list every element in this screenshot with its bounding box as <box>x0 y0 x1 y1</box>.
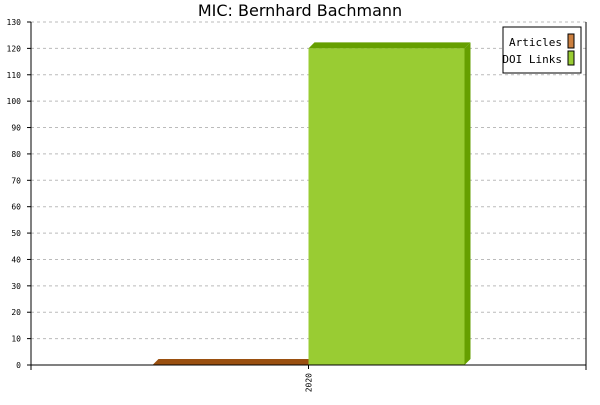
y-tick-label: 40 <box>11 255 21 264</box>
legend-label-doi-links: DOI Links <box>502 53 562 66</box>
bar-top-doi-links <box>308 42 471 49</box>
legend: Articles DOI Links <box>502 26 582 74</box>
legend-swatch-articles <box>567 33 575 49</box>
axes: 0 10 20 30 40 50 60 70 80 90 100 110 120 130 2020 <box>7 18 587 392</box>
bar-doi-links <box>308 48 465 366</box>
bar-top-articles <box>152 359 315 365</box>
y-tick-label: 10 <box>11 335 21 344</box>
y-tick-label: 50 <box>11 229 21 238</box>
y-tick-label: 20 <box>11 308 21 317</box>
bars <box>152 42 471 366</box>
y-tick-label: 130 <box>7 18 22 27</box>
y-tick-label: 100 <box>7 97 22 106</box>
legend-label-articles: Articles <box>509 36 562 49</box>
chart-title: MIC: Bernhard Bachmann <box>198 1 402 20</box>
y-tick-label: 30 <box>11 282 21 291</box>
y-tick-label: 70 <box>11 176 21 185</box>
y-tick-label: 120 <box>7 44 22 53</box>
legend-swatch-doi-links <box>567 50 575 66</box>
y-tick-label: 80 <box>11 150 21 159</box>
y-tick-label: 60 <box>11 203 21 212</box>
y-tick-label: 90 <box>11 124 21 133</box>
y-tick-label: 110 <box>7 71 22 80</box>
x-tick-label: 2020 <box>305 373 314 392</box>
y-tick-label: 0 <box>16 361 21 370</box>
bar-side-doi-links <box>464 42 471 366</box>
